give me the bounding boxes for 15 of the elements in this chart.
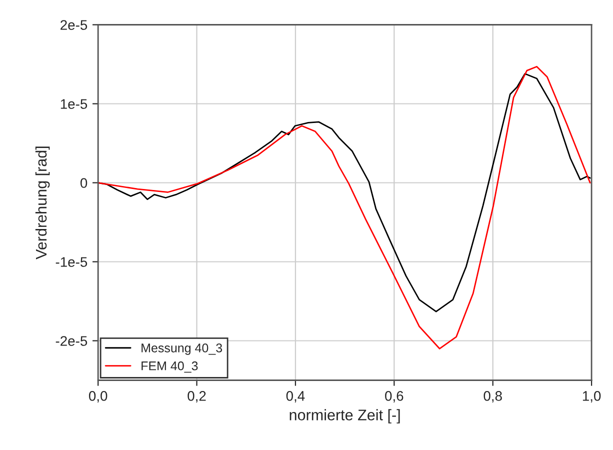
y-tick-label: -2e-5	[56, 336, 88, 346]
legend-label: FEM 40_3	[142, 361, 198, 373]
x-tick-label: 0,4	[286, 391, 305, 403]
x-tick-label: 0,0	[88, 391, 108, 403]
x-tick-label: 1,0	[582, 391, 601, 403]
legend-label: Messung 40_3	[142, 344, 222, 355]
y-axis-title: Verdrehung [rad]	[35, 146, 50, 260]
x-tick-label: 0,2	[188, 391, 206, 403]
y-tick-label: 2e-5	[60, 20, 88, 30]
y-tick-label: -1e-5	[56, 257, 88, 267]
x-tick-label: 0,6	[385, 391, 404, 403]
x-tick-label: 0,8	[484, 391, 502, 403]
x-axis-title: normierte Zeit [-]	[290, 409, 400, 424]
y-tick-label: 1e-5	[60, 99, 88, 109]
y-tick-label: 0	[80, 178, 88, 188]
